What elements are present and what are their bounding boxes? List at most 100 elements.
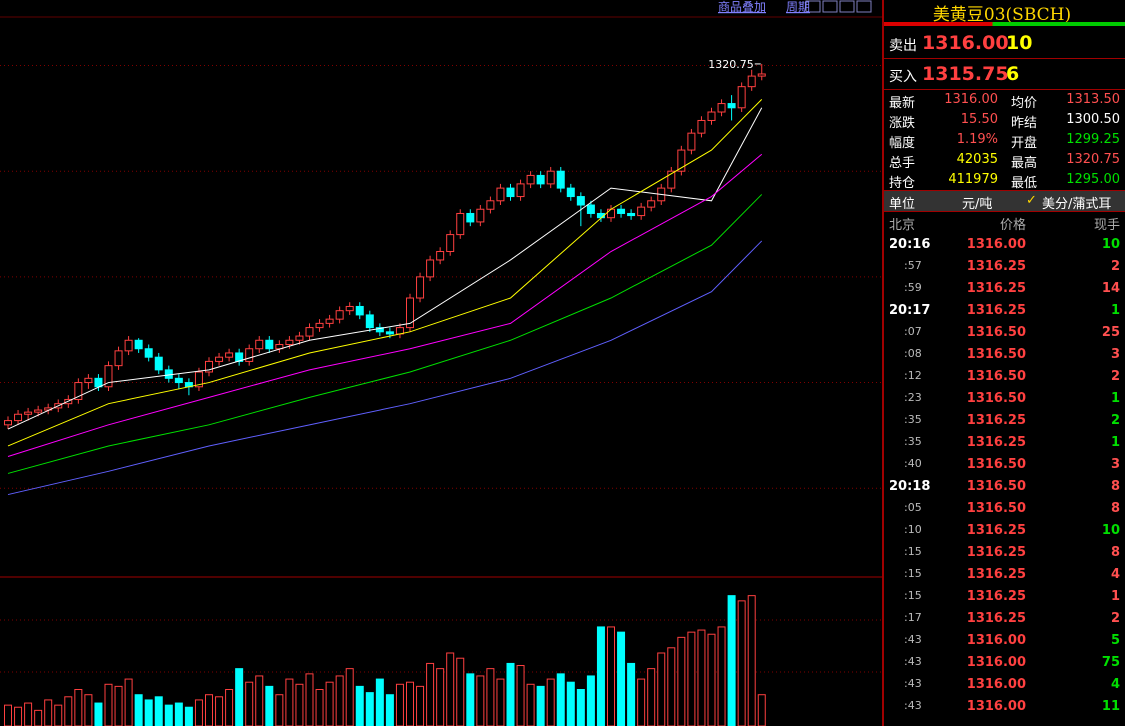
unit-alt[interactable]: 美分/蒲式耳 xyxy=(1042,197,1112,212)
candle-body xyxy=(24,411,33,415)
volume-bar xyxy=(687,631,696,726)
candle-body xyxy=(194,371,203,388)
candle-body xyxy=(335,310,344,320)
stat-value: 1.19% xyxy=(956,132,998,147)
volume-bar xyxy=(154,696,163,726)
stat-value: 1300.50 xyxy=(1066,112,1120,127)
stat-value: 1320.75 xyxy=(1066,152,1120,167)
stat-value: 1295.00 xyxy=(1066,172,1120,187)
tick-price: 1316.50 xyxy=(966,479,1026,494)
stat-value: 1299.25 xyxy=(1066,132,1120,147)
divider xyxy=(884,211,1125,212)
tick-qty: 1 xyxy=(1110,589,1120,604)
tick-qty: 3 xyxy=(1110,457,1120,472)
moving-average xyxy=(7,194,763,474)
volume-bar xyxy=(295,683,304,726)
tick-price: 1316.25 xyxy=(966,523,1026,538)
tick-price: 1316.25 xyxy=(966,589,1026,604)
candle-body xyxy=(476,208,485,223)
candle-body xyxy=(757,73,766,77)
volume-bar xyxy=(375,678,384,726)
tick-price: 1316.25 xyxy=(966,545,1026,560)
candle-body xyxy=(315,322,324,329)
tick-price: 1316.25 xyxy=(966,611,1026,626)
volume-bar xyxy=(607,626,615,726)
volume-bar xyxy=(556,673,565,726)
candle-body xyxy=(737,86,746,109)
volume-bar xyxy=(516,665,525,726)
candle-body xyxy=(124,339,133,352)
toolbar-link[interactable]: 商品叠加 xyxy=(718,0,766,14)
candle-body xyxy=(426,259,435,278)
stat-value: 15.50 xyxy=(960,112,998,127)
tick-time: :17 xyxy=(904,611,922,624)
candle-body xyxy=(325,318,334,324)
candle-body xyxy=(687,132,696,151)
divider xyxy=(884,89,1125,90)
tick-time: 20:16 xyxy=(889,237,931,252)
tick-qty: 1 xyxy=(1110,435,1120,450)
ask-size: 10 xyxy=(1006,32,1033,54)
volume-bar xyxy=(285,678,294,726)
volume-bar xyxy=(194,699,203,726)
candle-body xyxy=(205,360,213,373)
tick-qty: 1 xyxy=(1110,303,1120,318)
candle-body xyxy=(345,305,354,312)
tick-price: 1316.00 xyxy=(966,677,1026,692)
toolbar-link[interactable]: 周期 xyxy=(786,0,810,14)
candle-body xyxy=(526,174,535,185)
volume-bar xyxy=(395,683,404,726)
volume-bar xyxy=(446,652,455,726)
title-bar xyxy=(884,22,1125,26)
tick-qty: 10 xyxy=(1101,523,1120,538)
volume-bar xyxy=(255,675,264,726)
tick-time: :12 xyxy=(904,369,922,382)
tick-qty: 4 xyxy=(1110,677,1120,692)
candle-body xyxy=(576,196,585,206)
candle-body xyxy=(637,206,646,217)
candle-body xyxy=(215,356,224,362)
ask-label: 卖出 xyxy=(889,38,917,54)
volume-bar xyxy=(94,702,103,726)
candle-body xyxy=(546,170,555,185)
stat-value: 1313.50 xyxy=(1066,92,1120,107)
candle-body xyxy=(647,200,656,208)
tick-header: 现手 xyxy=(1093,218,1120,233)
candle-body xyxy=(265,339,274,350)
moving-average xyxy=(7,240,763,496)
stat-label: 幅度 xyxy=(889,136,916,151)
volume-bar xyxy=(184,706,193,726)
tick-time: :35 xyxy=(904,413,922,426)
candle-body xyxy=(134,339,143,350)
moving-average xyxy=(7,107,763,430)
candle-body xyxy=(446,234,455,253)
tick-qty: 75 xyxy=(1101,655,1120,670)
tick-qty: 8 xyxy=(1110,501,1120,516)
bid-label: 买入 xyxy=(889,69,917,85)
volume-bar xyxy=(406,681,414,726)
candle-body xyxy=(4,420,12,426)
volume-bar xyxy=(385,694,394,726)
tick-header: 北京 xyxy=(889,218,916,233)
moving-average xyxy=(7,153,763,458)
volume-bar xyxy=(747,595,756,726)
tick-price: 1316.25 xyxy=(966,435,1026,450)
volume-bar xyxy=(325,681,334,726)
tick-time: 20:18 xyxy=(889,479,931,494)
tick-qty: 4 xyxy=(1110,567,1120,582)
volume-bar xyxy=(235,668,244,726)
volume-bar xyxy=(617,631,626,726)
tick-qty: 3 xyxy=(1110,347,1120,362)
candle-body xyxy=(677,149,686,172)
volume-bar xyxy=(576,689,585,726)
candle-body xyxy=(506,187,515,198)
candle-body xyxy=(496,187,505,202)
volume-bar xyxy=(34,709,43,726)
stat-label: 开盘 xyxy=(1011,136,1038,151)
candle-body xyxy=(667,170,676,189)
nav-buttons[interactable] xyxy=(805,0,872,13)
volume-bar xyxy=(426,662,435,726)
volume-bar xyxy=(536,685,545,726)
volume-bar xyxy=(677,636,686,726)
tick-price: 1316.25 xyxy=(966,567,1026,582)
